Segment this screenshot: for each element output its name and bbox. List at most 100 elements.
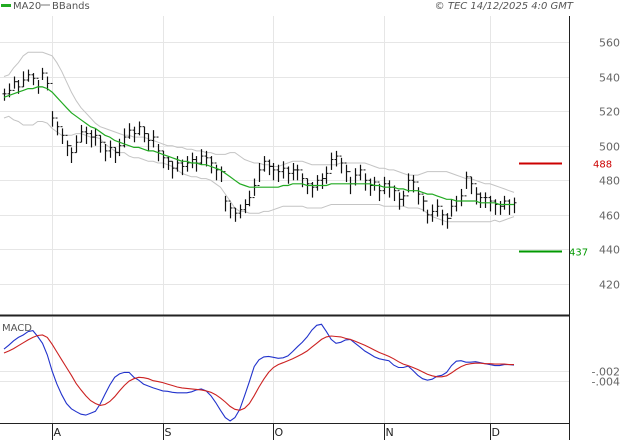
price-bar xyxy=(493,199,498,215)
price-bar xyxy=(146,133,151,151)
price-bar xyxy=(252,178,257,199)
price-bar xyxy=(445,213,450,229)
price-bar xyxy=(84,126,89,144)
price-bar xyxy=(132,126,137,143)
price-bar xyxy=(151,130,156,148)
price-bar xyxy=(142,126,147,143)
legend-bbands: BBands xyxy=(52,1,90,12)
price-bar xyxy=(454,195,459,212)
price-bar xyxy=(363,169,368,191)
price-bar xyxy=(185,156,190,172)
price-bar xyxy=(175,156,180,172)
price-bar xyxy=(507,199,512,215)
price-bar xyxy=(305,178,310,195)
price-bar xyxy=(26,69,31,82)
price-bar xyxy=(488,195,493,212)
price-bar xyxy=(300,169,305,188)
price-bar xyxy=(65,134,70,157)
price-bar xyxy=(320,173,325,189)
ma20-path xyxy=(3,86,514,206)
month-label: D xyxy=(492,426,500,439)
price-bar xyxy=(344,162,349,183)
price-tick-label: 480 xyxy=(599,175,620,188)
price-bar xyxy=(233,207,238,222)
price-bar xyxy=(401,190,406,207)
price-bar xyxy=(421,193,426,212)
price-level-label: 488 xyxy=(593,160,612,171)
price-bar xyxy=(295,164,300,181)
price-bar xyxy=(286,166,291,184)
price-bar xyxy=(156,136,161,162)
month-label: O xyxy=(275,426,284,439)
macd-line xyxy=(3,323,515,422)
price-bar xyxy=(449,199,454,219)
price-level-label: 437 xyxy=(569,248,588,259)
price-bar xyxy=(502,195,507,210)
price-bar xyxy=(21,71,26,88)
price-bar xyxy=(113,146,118,163)
price-bar xyxy=(397,190,402,210)
price-bar xyxy=(36,77,41,94)
price-bar xyxy=(267,159,272,176)
price-bar xyxy=(348,171,353,195)
bb-lower-line xyxy=(3,115,515,223)
price-bar xyxy=(262,156,267,172)
price-bar xyxy=(93,128,98,146)
price-bar xyxy=(219,166,224,183)
price-bar xyxy=(353,168,358,186)
price-tick-label: 440 xyxy=(599,244,620,257)
price-levels: 488 437 xyxy=(519,160,612,259)
price-bar xyxy=(103,141,108,162)
price-bar xyxy=(377,181,382,202)
price-bar xyxy=(478,192,483,208)
price-bar xyxy=(12,76,17,91)
price-tick-label: 420 xyxy=(599,279,620,292)
price-bar xyxy=(469,176,474,195)
price-bar xyxy=(512,197,517,214)
price-tick-label: 520 xyxy=(599,106,620,119)
ma20-line xyxy=(3,86,514,206)
price-bar xyxy=(483,192,488,208)
price-bar xyxy=(271,163,276,181)
price-tick-label: 560 xyxy=(599,37,620,50)
price-bar xyxy=(69,145,74,163)
price-tick-label: 540 xyxy=(599,72,620,85)
price-bar xyxy=(161,150,166,169)
price-bar xyxy=(339,155,344,174)
price-bar xyxy=(324,166,329,184)
price-bar xyxy=(79,124,84,143)
price-bar xyxy=(127,123,132,139)
price-tick-label: 500 xyxy=(599,141,620,154)
price-bar xyxy=(464,171,469,197)
price-bar xyxy=(406,173,411,197)
price-bar xyxy=(382,176,387,195)
price-bar xyxy=(199,149,204,165)
price-bar xyxy=(416,181,421,205)
price-bar xyxy=(387,180,392,198)
price-bar xyxy=(435,199,440,217)
price-bar xyxy=(440,205,445,226)
price-bar xyxy=(214,162,219,181)
price-bar xyxy=(50,82,55,127)
price-bar xyxy=(247,190,252,207)
price-bar xyxy=(334,150,339,167)
price-bar xyxy=(329,152,334,174)
price-bar xyxy=(180,159,185,176)
price-bars xyxy=(2,67,517,229)
price-bar xyxy=(55,117,60,136)
price-bar xyxy=(108,140,113,158)
price-bar xyxy=(209,156,214,174)
month-label: A xyxy=(54,426,62,439)
price-bar xyxy=(257,163,262,186)
price-bar xyxy=(190,152,195,169)
price-bar xyxy=(315,175,320,191)
price-bar xyxy=(166,156,171,170)
price-bar xyxy=(291,163,296,181)
month-label: S xyxy=(165,426,172,439)
price-tick-label: 460 xyxy=(599,210,620,223)
copyright-notice: © TEC 14/12/2025 4:0 GMT xyxy=(435,1,574,12)
macd-panel-title: MACD xyxy=(2,323,32,334)
legend-ma20: MA20 xyxy=(13,1,41,12)
